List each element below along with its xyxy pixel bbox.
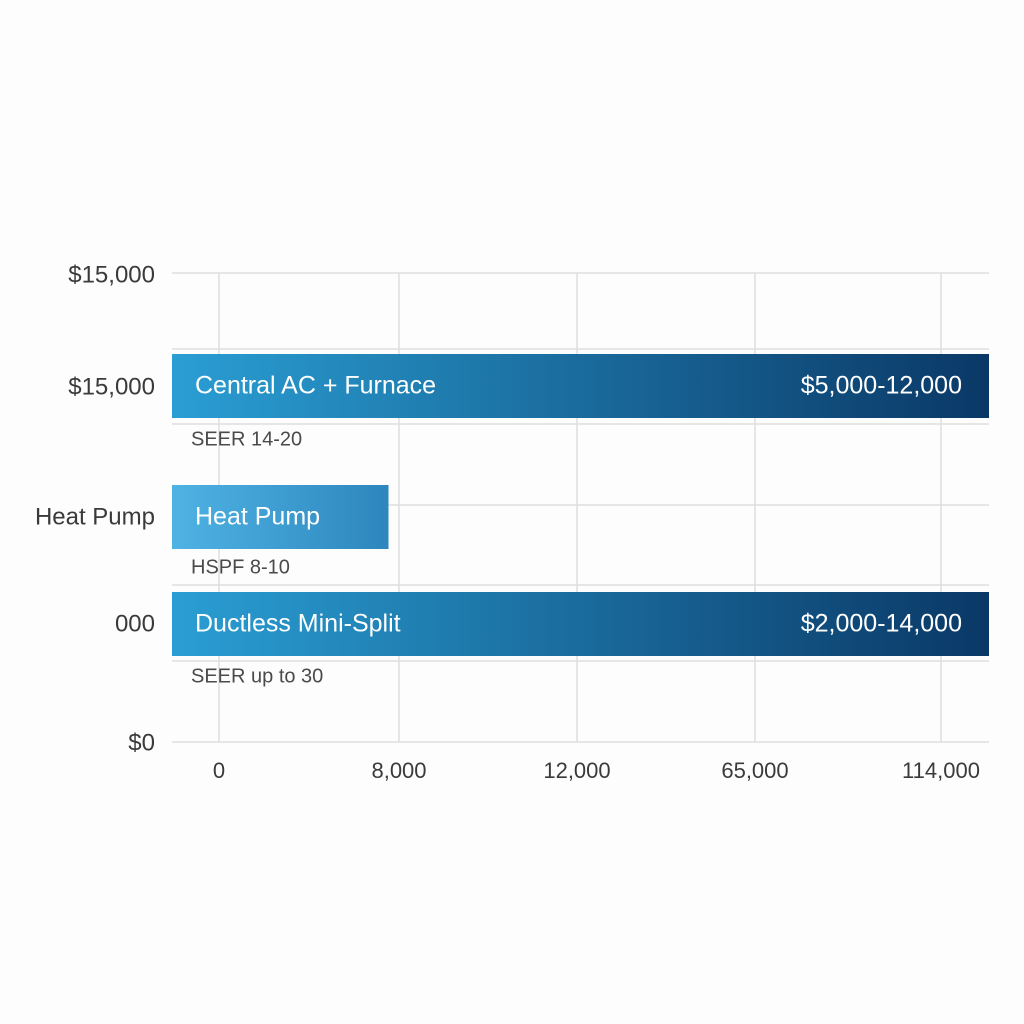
x-tick-label: 12,000: [543, 758, 610, 783]
bar-efficiency-label: SEER 14-20: [191, 428, 302, 450]
bar: [172, 354, 989, 418]
x-tick-label: 8,000: [371, 758, 426, 783]
bar-label: Ductless Mini-Split: [195, 610, 401, 638]
bar-label: Central AC + Furnace: [195, 372, 436, 400]
y-axis-tick-labels: $15,000 $15,000 Heat Pump 000 $0: [35, 261, 155, 756]
bar: [172, 592, 989, 656]
bar-efficiency-label: SEER up to 30: [191, 665, 323, 687]
y-tick-label: Heat Pump: [35, 503, 155, 530]
x-axis-tick-labels: 0 8,000 12,000 65,000 114,000: [213, 758, 980, 783]
y-tick-label: $15,000: [68, 373, 155, 400]
bar-efficiency-label: HSPF 8-10: [191, 556, 290, 578]
bar-label: Heat Pump: [195, 503, 320, 531]
x-tick-label: 65,000: [721, 758, 788, 783]
y-tick-label: $15,000: [68, 261, 155, 288]
y-tick-label: 000: [115, 610, 155, 637]
bar: [172, 485, 389, 549]
x-tick-label: 114,000: [902, 758, 980, 783]
y-tick-label: $0: [128, 729, 155, 756]
bar-range-label: $5,000-12,000: [801, 372, 962, 400]
x-tick-label: 0: [213, 758, 225, 783]
bars: Central AC + Furnace $5,000-12,000 SEER 14…: [172, 354, 989, 687]
bar-range-label: $2,000-14,000: [801, 610, 962, 638]
